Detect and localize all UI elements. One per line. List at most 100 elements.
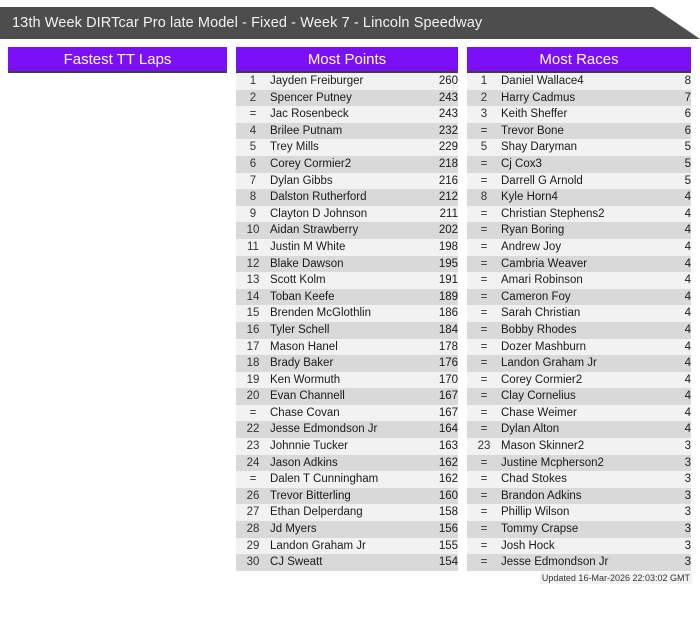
table-row[interactable]: = Landon Graham Jr 4 <box>467 355 691 372</box>
cell-value: 3 <box>684 456 691 469</box>
cell-position: 30 <box>246 556 260 569</box>
table-row[interactable]: 30 CJ Sweatt 154 <box>236 554 458 571</box>
table-row[interactable]: 9 Clayton D Johnson 211 <box>236 205 458 223</box>
cell-driver-name: Shay Daryman <box>501 141 578 154</box>
table-row[interactable]: = Tommy Crapse 3 <box>467 521 691 538</box>
table-row[interactable]: = Ryan Boring 4 <box>467 222 691 239</box>
cell-value: 178 <box>438 340 458 353</box>
cell-value: 162 <box>438 473 458 486</box>
cell-driver-name: Brandon Adkins <box>501 489 582 502</box>
table-row[interactable]: = Justine Mcpherson2 3 <box>467 454 691 472</box>
table-row[interactable]: 13 Scott Kolm 191 <box>236 272 458 289</box>
table-row[interactable]: = Jac Rosenbeck 243 <box>236 106 458 123</box>
cell-driver-name: Ken Wormuth <box>270 373 341 386</box>
cell-value: 229 <box>438 141 458 154</box>
cell-position: = <box>480 406 488 419</box>
table-row[interactable]: 2 Spencer Putney 243 <box>236 89 458 107</box>
table-row[interactable]: 27 Ethan Delperdang 158 <box>236 504 458 522</box>
cell-driver-name: Cj Cox3 <box>501 157 542 170</box>
table-row[interactable]: = Dozer Mashburn 4 <box>467 338 691 356</box>
table-row[interactable]: 3 Keith Sheffer 6 <box>467 106 691 123</box>
table-row[interactable]: 8 Dalston Rutherford 212 <box>236 189 458 206</box>
table-row[interactable]: = Phillip Wilson 3 <box>467 504 691 522</box>
table-row[interactable]: = Bobby Rhodes 4 <box>467 321 691 339</box>
cell-value: 170 <box>438 373 458 386</box>
table-row[interactable]: = Chase Weimer 4 <box>467 404 691 422</box>
table-row[interactable]: 15 Brenden McGlothlin 186 <box>236 305 458 322</box>
cell-driver-name: Tommy Crapse <box>501 523 579 536</box>
table-row[interactable]: = Andrew Joy 4 <box>467 238 691 256</box>
cell-driver-name: Jesse Edmondson Jr <box>501 556 609 569</box>
cell-position: 18 <box>246 357 260 370</box>
table-row[interactable]: = Jesse Edmondson Jr 3 <box>467 554 691 571</box>
table-row[interactable]: 19 Ken Wormuth 170 <box>236 371 458 389</box>
table-row[interactable]: 11 Justin M White 198 <box>236 238 458 256</box>
table-row[interactable]: = Cj Cox3 5 <box>467 155 691 173</box>
table-row[interactable]: = Christian Stephens2 4 <box>467 205 691 223</box>
table-row[interactable]: = Dalen T Cunningham 162 <box>236 471 458 488</box>
cell-value: 154 <box>438 556 458 569</box>
cell-driver-name: Toban Keefe <box>270 290 335 303</box>
table-row[interactable]: 2 Harry Cadmus 7 <box>467 89 691 107</box>
table-row[interactable]: = Chase Covan 167 <box>236 404 458 422</box>
table-row[interactable]: 8 Kyle Horn4 4 <box>467 189 691 206</box>
cell-position: 23 <box>246 440 260 453</box>
table-row[interactable]: 23 Johnnie Tucker 163 <box>236 438 458 455</box>
cell-position: 1 <box>480 75 488 87</box>
table-row[interactable]: 23 Mason Skinner2 3 <box>467 438 691 455</box>
table-row[interactable]: 10 Aidan Strawberry 202 <box>236 222 458 239</box>
table-row[interactable]: 1 Daniel Wallace4 8 <box>467 73 691 90</box>
table-row[interactable]: 17 Mason Hanel 178 <box>236 338 458 356</box>
table-row[interactable]: 5 Shay Daryman 5 <box>467 139 691 156</box>
table-row[interactable]: 20 Evan Channell 167 <box>236 388 458 405</box>
table-row[interactable]: 18 Brady Baker 176 <box>236 355 458 372</box>
cell-value: 4 <box>684 257 691 270</box>
cell-position: 19 <box>246 373 260 386</box>
cell-position: 5 <box>249 141 257 154</box>
cell-value: 3 <box>684 506 691 519</box>
table-row[interactable]: = Dylan Alton 4 <box>467 421 691 439</box>
cell-driver-name: Dylan Gibbs <box>270 174 333 187</box>
banner-shape <box>0 7 700 39</box>
table-row[interactable]: 26 Trevor Bitterling 160 <box>236 487 458 505</box>
table-row[interactable]: 4 Brilee Putnam 232 <box>236 122 458 140</box>
table-row[interactable]: 16 Tyler Schell 184 <box>236 321 458 339</box>
cell-value: 189 <box>438 290 458 303</box>
cell-position: 13 <box>246 274 260 287</box>
table-row[interactable]: = Sarah Christian 4 <box>467 305 691 322</box>
table-row[interactable]: 7 Dylan Gibbs 216 <box>236 172 458 190</box>
table-row[interactable]: = Josh Hock 3 <box>467 537 691 555</box>
cell-value: 3 <box>684 556 691 569</box>
cell-position: 8 <box>480 191 488 204</box>
table-row[interactable]: 28 Jd Myers 156 <box>236 521 458 538</box>
table-row[interactable]: = Corey Cormier2 4 <box>467 371 691 389</box>
cell-value: 4 <box>684 207 691 220</box>
table-row[interactable]: 24 Jason Adkins 162 <box>236 454 458 472</box>
table-most-races: 1 Daniel Wallace4 8 2 Harry Cadmus 7 3 Keith Sh… <box>467 73 691 571</box>
cell-driver-name: Clay Cornelius <box>501 390 576 403</box>
table-row[interactable]: = Cambria Weaver 4 <box>467 255 691 273</box>
cell-position: = <box>249 473 257 486</box>
table-row[interactable]: 6 Corey Cormier2 218 <box>236 155 458 173</box>
cell-position: 10 <box>246 224 260 237</box>
table-row[interactable]: 22 Jesse Edmondson Jr 164 <box>236 421 458 439</box>
table-row[interactable]: = Clay Cornelius 4 <box>467 388 691 405</box>
table-row[interactable]: 1 Jayden Freiburger 260 <box>236 73 458 90</box>
table-row[interactable]: = Darrell G Arnold 5 <box>467 172 691 190</box>
cell-value: 191 <box>438 274 458 287</box>
table-row[interactable]: 5 Trey Mills 229 <box>236 139 458 156</box>
cell-driver-name: Brilee Putnam <box>270 124 343 137</box>
table-most-points: 1 Jayden Freiburger 260 2 Spencer Putney 243 =… <box>236 73 458 571</box>
table-row[interactable]: = Cameron Foy 4 <box>467 288 691 306</box>
cell-position: = <box>480 323 488 336</box>
cell-position: 1 <box>249 75 257 87</box>
table-row[interactable]: 12 Blake Dawson 195 <box>236 255 458 273</box>
table-row[interactable]: = Amari Robinson 4 <box>467 272 691 289</box>
cell-value: 4 <box>684 390 691 403</box>
cell-position: 20 <box>246 390 260 403</box>
table-row[interactable]: = Brandon Adkins 3 <box>467 487 691 505</box>
table-row[interactable]: = Chad Stokes 3 <box>467 471 691 488</box>
table-row[interactable]: 14 Toban Keefe 189 <box>236 288 458 306</box>
table-row[interactable]: 29 Landon Graham Jr 155 <box>236 537 458 555</box>
table-row[interactable]: = Trevor Bone 6 <box>467 122 691 140</box>
